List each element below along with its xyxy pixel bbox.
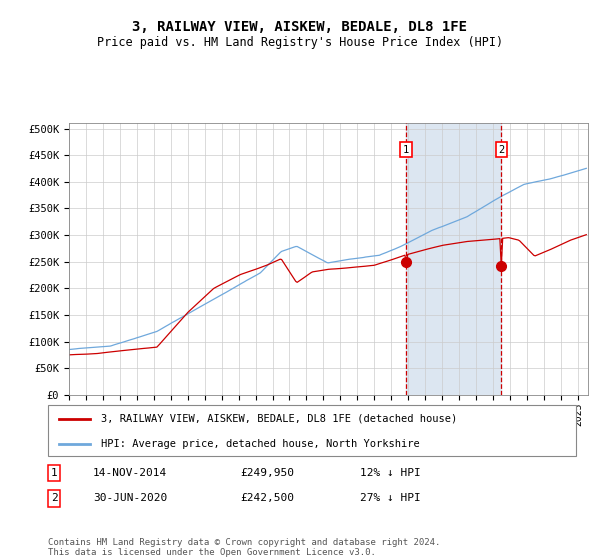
Text: 3, RAILWAY VIEW, AISKEW, BEDALE, DL8 1FE: 3, RAILWAY VIEW, AISKEW, BEDALE, DL8 1FE <box>133 20 467 34</box>
Text: £249,950: £249,950 <box>240 468 294 478</box>
Text: 2: 2 <box>50 493 58 503</box>
Text: 2: 2 <box>498 145 505 155</box>
Bar <box>406 123 502 395</box>
Text: Price paid vs. HM Land Registry's House Price Index (HPI): Price paid vs. HM Land Registry's House … <box>97 36 503 49</box>
Text: 27% ↓ HPI: 27% ↓ HPI <box>360 493 421 503</box>
Text: HPI: Average price, detached house, North Yorkshire: HPI: Average price, detached house, Nort… <box>101 438 419 449</box>
Text: 14-NOV-2014: 14-NOV-2014 <box>93 468 167 478</box>
Text: 1: 1 <box>403 145 409 155</box>
Text: Contains HM Land Registry data © Crown copyright and database right 2024.
This d: Contains HM Land Registry data © Crown c… <box>48 538 440 557</box>
Text: £242,500: £242,500 <box>240 493 294 503</box>
FancyBboxPatch shape <box>48 405 576 456</box>
Text: 12% ↓ HPI: 12% ↓ HPI <box>360 468 421 478</box>
Text: 1: 1 <box>50 468 58 478</box>
Text: 3, RAILWAY VIEW, AISKEW, BEDALE, DL8 1FE (detached house): 3, RAILWAY VIEW, AISKEW, BEDALE, DL8 1FE… <box>101 414 457 424</box>
Text: 30-JUN-2020: 30-JUN-2020 <box>93 493 167 503</box>
